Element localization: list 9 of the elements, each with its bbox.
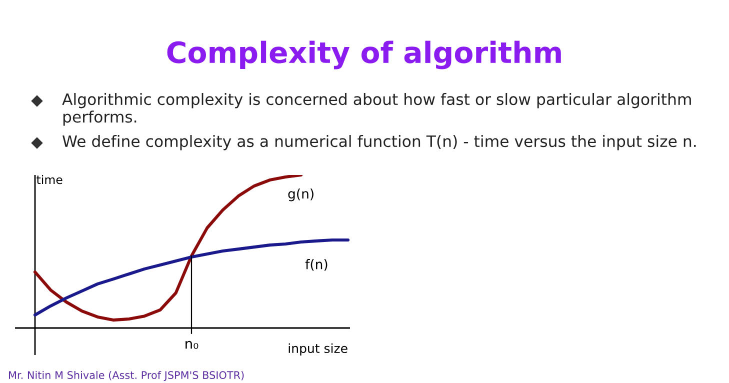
text: Mr. Nitin M Shivale (Asst. Prof JSPM'S BSIOTR) — [9, 370, 244, 381]
chart-title: Complexity of algorithm — [167, 40, 561, 70]
x-axis-title: input size — [288, 343, 348, 356]
text: n₀ — [186, 340, 198, 349]
text: We define complexity as a numerical function T(n) - time versus the input size n. — [62, 135, 696, 150]
text: Algorithmic complexity is concerned about how fast or slow particular algorithm performs. — [62, 93, 691, 126]
y-axis-title: time — [36, 175, 62, 184]
series-label: f(n) — [305, 259, 328, 271]
series-label: g(n) — [288, 188, 314, 202]
